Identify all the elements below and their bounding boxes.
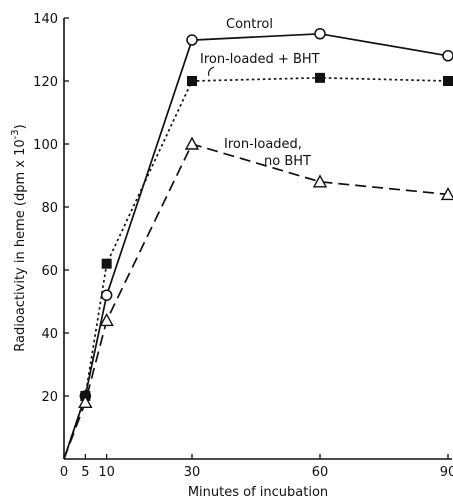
y-tick-label: 20	[41, 390, 58, 405]
data-point-iron-loaded-bht	[443, 76, 453, 86]
series-label-iron-loaded-no-bht: Iron-loaded, no BHT	[224, 137, 311, 169]
y-tick-label: 100	[33, 138, 58, 153]
data-point-iron-loaded-no-bht	[184, 136, 200, 150]
x-ticks: 0 5 10 30 60 90	[60, 454, 453, 480]
data-point-iron-loaded-bht	[187, 76, 197, 86]
data-point-control	[100, 289, 113, 301]
y-tick-label: 140	[33, 12, 58, 27]
series-control	[63, 28, 453, 460]
series-label-control: Control	[226, 17, 273, 32]
data-point-control	[314, 28, 326, 40]
y-axis-title-close: )	[13, 124, 28, 129]
x-tick-label: 90	[440, 465, 453, 480]
data-point-iron-loaded-no-bht	[78, 394, 93, 408]
series-labels: Control Iron-loaded + BHT Iron-loaded, no B…	[200, 17, 320, 169]
series-layer	[63, 28, 453, 460]
x-axis-title: Minutes of incubation	[188, 485, 328, 500]
series-iron-loaded-no-bht	[63, 136, 453, 460]
series-line-iron-loaded-no-bht	[63, 142, 449, 460]
series-label-iron-loaded-bht: Iron-loaded + BHT	[200, 52, 320, 67]
y-axis-title: Radioactivity in heme (dpm x 10-3)	[10, 124, 28, 351]
y-ticks: 20 40 60 80 100 120 140	[33, 12, 69, 405]
data-point-iron-loaded-no-bht	[99, 312, 114, 327]
data-point-iron-loaded-bht	[315, 72, 325, 83]
series-line-control	[63, 32, 449, 460]
y-tick-label: 60	[41, 264, 58, 279]
y-tick-label: 80	[41, 201, 58, 216]
data-point-iron-loaded-no-bht	[440, 186, 453, 201]
x-tick-label: 10	[98, 465, 115, 480]
x-tick-label: 5	[81, 465, 89, 480]
data-point-iron-loaded-no-bht	[312, 174, 328, 188]
y-axis-title-main: Radioactivity in heme (dpm x 10	[13, 139, 28, 351]
y-axis-title-exponent: -3	[10, 129, 21, 139]
data-point-iron-loaded-bht	[101, 258, 112, 269]
x-tick-label: 30	[184, 465, 201, 480]
x-tick-label: 0	[60, 465, 68, 480]
series-iron-loaded-bht	[63, 72, 453, 460]
x-tick-label: 60	[312, 465, 329, 480]
data-point-control	[186, 34, 198, 46]
bht-label-leader	[208, 66, 215, 77]
y-tick-label: 120	[33, 75, 58, 90]
y-tick-label: 40	[41, 327, 58, 342]
series-line-iron-loaded-bht	[63, 76, 449, 460]
data-point-control	[442, 50, 453, 62]
